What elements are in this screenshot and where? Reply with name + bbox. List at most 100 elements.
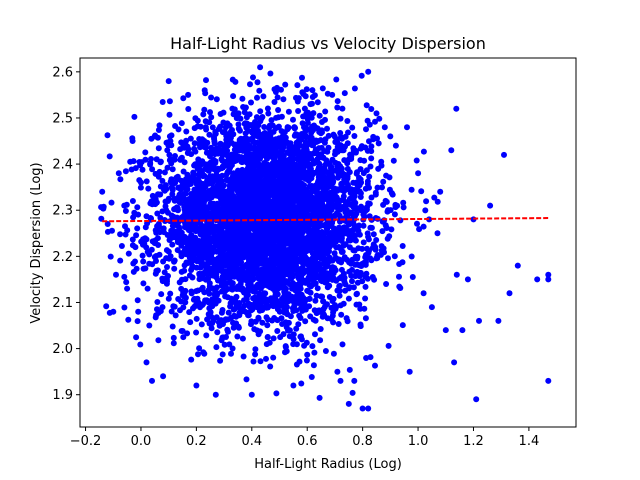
- data-point: [222, 288, 228, 295]
- data-point: [350, 195, 357, 202]
- data-point: [168, 132, 175, 139]
- data-point: [185, 106, 192, 112]
- data-point: [181, 290, 188, 297]
- data-point: [221, 142, 227, 149]
- data-point: [231, 251, 237, 258]
- data-point: [215, 319, 222, 326]
- data-point: [304, 116, 311, 123]
- data-point: [331, 250, 338, 257]
- data-point: [144, 285, 151, 292]
- data-point: [242, 144, 249, 151]
- data-point: [246, 303, 253, 310]
- data-point: [308, 374, 315, 380]
- data-point: [187, 319, 194, 326]
- data-point: [399, 259, 406, 266]
- data-point: [174, 197, 181, 204]
- data-point: [320, 254, 327, 261]
- data-point: [142, 235, 149, 242]
- data-point: [356, 231, 363, 238]
- data-point: [290, 341, 297, 348]
- data-point: [360, 222, 367, 229]
- data-point: [334, 98, 341, 105]
- data-point: [366, 173, 373, 180]
- data-point: [354, 255, 361, 262]
- data-point: [223, 176, 230, 183]
- data-point: [231, 273, 238, 280]
- data-point: [351, 85, 358, 92]
- data-point: [356, 222, 362, 229]
- data-point: [366, 138, 372, 145]
- data-point: [368, 194, 375, 201]
- data-point: [316, 394, 323, 401]
- data-point: [307, 151, 314, 158]
- data-point: [362, 295, 369, 302]
- data-point: [232, 299, 239, 306]
- data-point: [204, 205, 211, 212]
- data-point: [242, 241, 249, 248]
- data-point: [142, 149, 149, 156]
- data-point: [346, 268, 353, 275]
- data-point: [388, 226, 395, 233]
- data-point: [392, 204, 399, 211]
- data-point: [200, 182, 207, 189]
- data-point: [299, 246, 306, 252]
- data-point: [205, 287, 212, 293]
- data-point: [204, 217, 211, 224]
- data-point: [263, 314, 270, 321]
- data-point: [364, 275, 371, 282]
- data-point: [172, 123, 179, 129]
- data-point: [359, 245, 366, 252]
- data-point: [339, 105, 346, 112]
- data-point: [124, 285, 131, 292]
- data-point: [293, 283, 299, 289]
- data-point: [252, 346, 259, 353]
- data-point: [230, 267, 237, 274]
- data-point: [316, 112, 323, 119]
- data-point: [370, 231, 377, 238]
- data-point: [214, 290, 221, 297]
- data-point: [354, 279, 361, 286]
- data-point: [182, 185, 189, 192]
- data-point: [154, 299, 161, 305]
- data-point: [210, 214, 217, 221]
- data-point: [232, 214, 239, 221]
- data-point: [265, 223, 272, 230]
- data-point: [222, 316, 229, 323]
- data-point: [327, 165, 334, 171]
- data-point: [370, 133, 377, 140]
- data-point: [343, 176, 350, 183]
- data-point: [309, 100, 315, 107]
- data-point: [134, 318, 141, 325]
- data-point: [273, 258, 280, 265]
- data-point: [296, 358, 303, 365]
- data-point: [350, 226, 357, 233]
- data-point: [299, 74, 305, 81]
- data-point: [299, 171, 306, 177]
- data-point: [196, 345, 203, 352]
- data-point: [170, 334, 177, 341]
- data-point: [273, 200, 280, 207]
- data-point: [372, 246, 379, 253]
- data-point: [201, 106, 208, 113]
- data-point: [182, 215, 189, 221]
- data-point: [269, 298, 276, 305]
- data-point: [259, 132, 266, 139]
- data-point: [328, 266, 335, 273]
- data-point: [216, 147, 222, 154]
- data-point: [169, 241, 176, 248]
- data-point: [217, 357, 224, 364]
- data-point: [284, 264, 291, 271]
- data-point: [338, 259, 345, 266]
- data-point: [137, 184, 144, 191]
- data-point: [270, 335, 277, 342]
- data-point: [100, 203, 107, 210]
- data-point: [198, 171, 205, 178]
- data-point: [186, 235, 193, 242]
- data-point: [164, 264, 170, 270]
- data-point: [287, 274, 294, 281]
- data-point: [180, 304, 187, 311]
- data-point: [255, 201, 262, 208]
- data-point: [255, 248, 261, 255]
- data-point: [311, 225, 318, 232]
- data-point: [318, 204, 325, 211]
